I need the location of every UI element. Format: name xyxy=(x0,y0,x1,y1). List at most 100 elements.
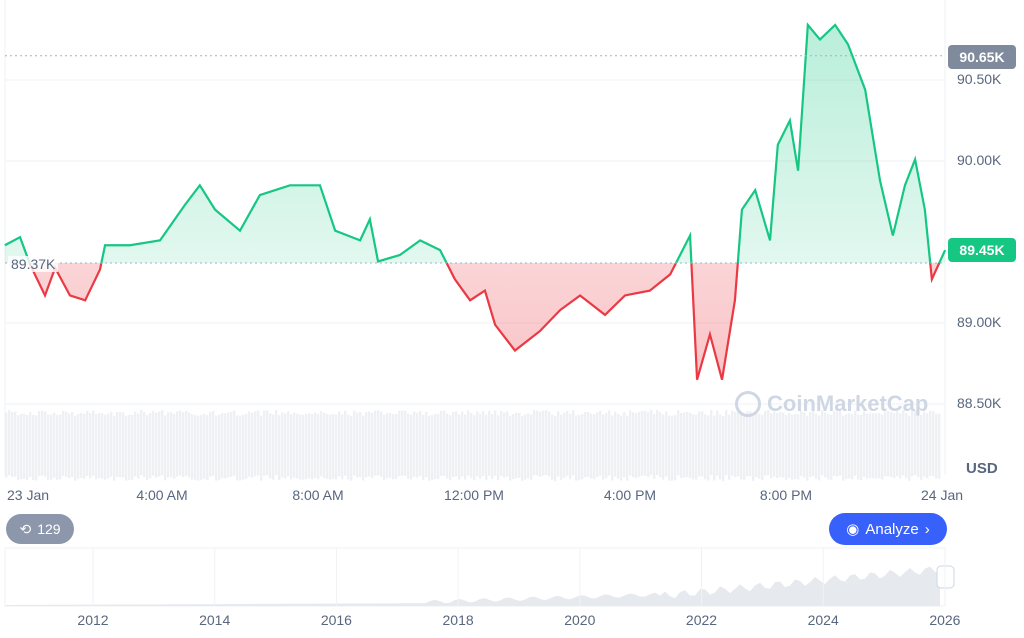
volume-bar xyxy=(203,414,205,479)
volume-bar xyxy=(890,412,892,477)
volume-bar xyxy=(365,412,367,477)
volume-bar xyxy=(290,414,292,479)
volume-bar xyxy=(326,414,328,479)
volume-bar xyxy=(695,415,697,480)
volume-bar xyxy=(512,414,514,479)
volume-bar xyxy=(152,411,154,476)
volume-bar xyxy=(416,413,418,478)
history-button[interactable]: ⟲ 129 xyxy=(6,514,74,544)
volume-bar xyxy=(842,416,844,481)
volume-bar xyxy=(713,416,715,481)
volume-bar xyxy=(458,414,460,479)
volume-bar xyxy=(644,411,646,476)
volume-bar xyxy=(722,416,724,481)
volume-bar xyxy=(734,412,736,477)
volume-bar xyxy=(296,414,298,479)
volume-bar xyxy=(581,414,583,479)
volume-bar xyxy=(776,413,778,478)
volume-bar xyxy=(68,413,70,478)
volume-bar xyxy=(635,413,637,478)
volume-bar xyxy=(89,413,91,478)
volume-bar xyxy=(761,415,763,480)
currency-label: USD xyxy=(966,460,998,477)
volume-bar xyxy=(305,414,307,479)
volume-bar xyxy=(431,415,433,480)
volume-bar xyxy=(746,411,748,476)
volume-bar xyxy=(869,413,871,478)
volume-bar xyxy=(161,410,163,475)
volume-bar xyxy=(824,412,826,477)
volume-bar xyxy=(902,410,904,475)
volume-bar xyxy=(464,414,466,479)
volume-bar xyxy=(119,412,121,477)
volume-bar xyxy=(812,411,814,476)
volume-bar xyxy=(641,411,643,476)
volume-bar xyxy=(743,415,745,480)
volume-bar xyxy=(833,411,835,476)
volume-bar xyxy=(38,411,40,476)
volume-bar xyxy=(599,411,601,476)
volume-bar xyxy=(707,416,709,481)
volume-bar xyxy=(866,414,868,479)
volume-bar xyxy=(380,412,382,477)
volume-bar xyxy=(740,414,742,479)
volume-bar xyxy=(680,413,682,478)
volume-bar xyxy=(41,411,43,476)
volume-bar xyxy=(560,415,562,480)
volume-bar xyxy=(845,414,847,479)
volume-bar xyxy=(95,414,97,479)
volume-bar xyxy=(692,414,694,479)
volume-bar xyxy=(50,415,52,480)
volume-bar xyxy=(800,411,802,476)
volume-bar xyxy=(887,411,889,476)
volume-bar xyxy=(107,414,109,479)
volume-bar xyxy=(35,415,37,480)
volume-bar xyxy=(422,415,424,480)
volume-bar xyxy=(62,411,64,476)
volume-bar xyxy=(164,415,166,480)
volume-bar xyxy=(461,412,463,477)
volume-bar xyxy=(266,410,268,475)
volume-bar xyxy=(455,411,457,476)
y-tick-label: 90.00K xyxy=(957,152,1001,168)
volume-bar xyxy=(893,413,895,478)
volume-bar xyxy=(710,410,712,475)
analyze-label: Analyze xyxy=(865,521,918,538)
volume-bar xyxy=(521,416,523,481)
volume-bar xyxy=(194,415,196,480)
volume-bar xyxy=(596,412,598,477)
volume-bar xyxy=(428,416,430,481)
volume-bar xyxy=(299,415,301,480)
volume-bar xyxy=(137,414,139,479)
volume-bar xyxy=(452,412,454,477)
volume-bar xyxy=(239,415,241,480)
volume-bar xyxy=(701,411,703,476)
volume-bar xyxy=(791,415,793,480)
volume-bar xyxy=(251,413,253,478)
volume-bar xyxy=(653,414,655,479)
volume-bar xyxy=(29,412,31,477)
volume-bar xyxy=(488,411,490,476)
volume-bar xyxy=(665,412,667,477)
volume-bar xyxy=(350,416,352,481)
chevron-right-icon: › xyxy=(925,521,930,538)
volume-bar xyxy=(281,413,283,478)
volume-bar xyxy=(698,411,700,476)
volume-bar xyxy=(230,412,232,477)
analyze-button[interactable]: ◉ Analyze › xyxy=(829,513,947,545)
volume-bar xyxy=(470,413,472,478)
navigator-year-label: 2022 xyxy=(686,612,717,628)
volume-bar xyxy=(188,412,190,477)
analyze-icon: ◉ xyxy=(846,520,859,538)
volume-bar xyxy=(437,414,439,479)
volume-bar xyxy=(404,411,406,476)
volume-bar xyxy=(56,415,58,480)
volume-bar xyxy=(284,414,286,479)
navigator-year-label: 2018 xyxy=(443,612,474,628)
volume-bar xyxy=(923,412,925,477)
volume-bar xyxy=(584,412,586,477)
volume-bar xyxy=(329,415,331,480)
volume-bar xyxy=(515,413,517,478)
volume-bar xyxy=(146,415,148,480)
volume-bar xyxy=(704,414,706,479)
